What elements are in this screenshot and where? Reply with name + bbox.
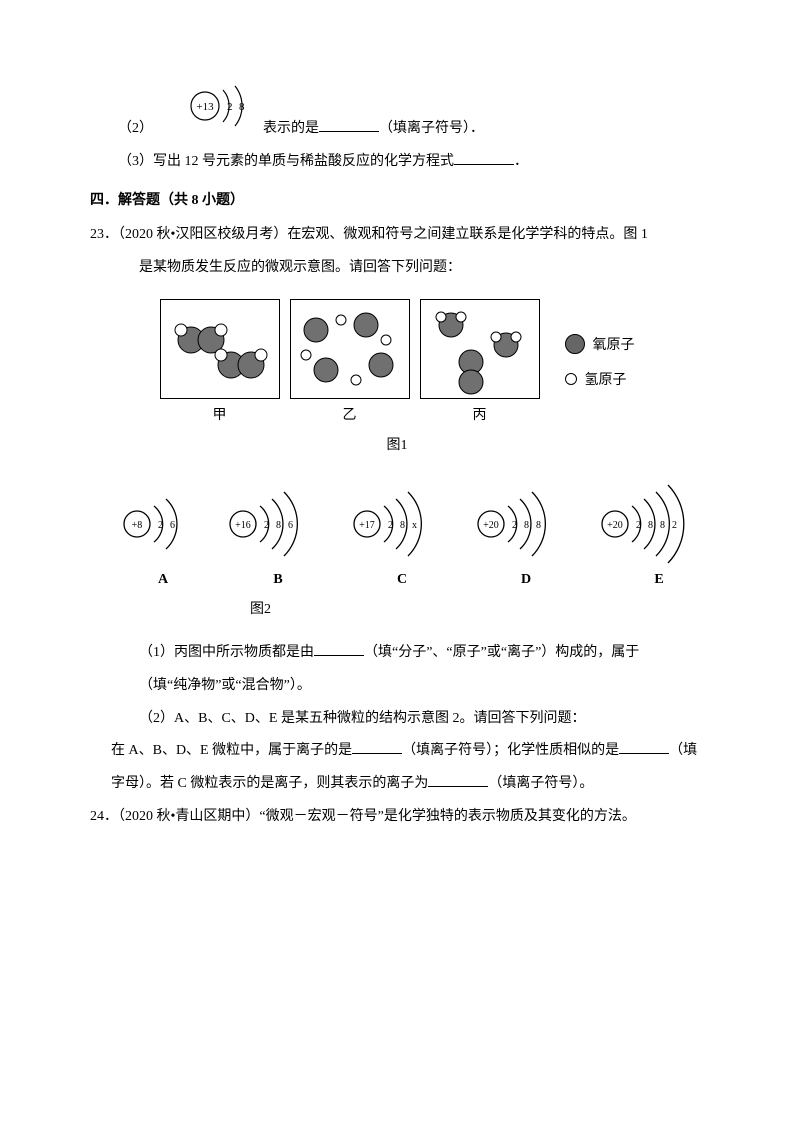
legend-oxygen: 氧原子 [565,334,635,354]
blank-fill [619,740,669,754]
panel-label-jia: 甲 [160,404,280,424]
q2-suffix: （填离子符号）． [379,121,484,136]
figure1-label: 图1 [90,434,704,454]
atom-structure-B: +16286B [226,484,330,588]
svg-text:+20: +20 [607,520,623,531]
svg-text:6: 6 [170,520,175,531]
q2-text: 表示的是 [263,121,319,136]
oxygen-atom-icon [565,334,585,354]
question-3: （3）写出 12 号元素的单质与稀盐酸反应的化学方程式 ． [90,147,704,178]
svg-text:+8: +8 [132,520,143,531]
atom-diagram-plus13: +13 2 8 [157,80,260,145]
svg-text:2: 2 [264,520,269,531]
panel-label-bing: 丙 [420,404,540,424]
figure-1: 甲 乙 [90,299,704,454]
atom-structure-C: +1728xC [350,484,454,588]
blank-fill [319,118,379,132]
panel-label-yi: 乙 [290,404,410,424]
q24: 24．（2020 秋•青山区期中）“微观－宏观－符号”是化学独特的表示物质及其变… [90,802,704,833]
atom-structure-D: +20288D [474,484,578,588]
q2-prefix: （2） [118,121,153,136]
blank-fill [428,773,488,787]
q23-sub2a: （2）A、B、C、D、E 是某五种微粒的结构示意图 2。请回答下列问题： [90,704,704,735]
svg-text:2: 2 [227,101,233,113]
legend-oxygen-label: 氧原子 [593,334,635,354]
blank-fill [454,151,514,165]
svg-text:2: 2 [388,520,393,531]
atom-structure-E: +202882E [598,484,720,588]
section-4-title: 四．解答题（共 8 小题） [90,186,704,217]
q3-suffix: ． [514,154,528,169]
q23-sub2b: 在 A、B、D、E 微粒中，属于离子的是（填离子符号）；化学性质相似的是（填 [90,736,704,767]
panel-yi [290,299,410,399]
svg-text:+16: +16 [235,520,251,531]
svg-text:6: 6 [288,520,293,531]
legend-hydrogen: 氢原子 [565,369,635,389]
nucleus-text: +13 [196,101,214,113]
blank-fill [314,642,364,656]
svg-text:2: 2 [158,520,163,531]
svg-text:8: 8 [536,520,541,531]
q23-sub1: （1）丙图中所示物质都是由（填“分子”、“原子”或“离子”）构成的，属于 [90,638,704,669]
svg-text:8: 8 [239,101,245,113]
atom-structure-A: +826A [120,484,206,588]
svg-text:8: 8 [276,520,281,531]
svg-text:8: 8 [524,520,529,531]
question-2: （2） +13 2 8 表示的是 （填离子符号）． [90,80,704,145]
legend-hydrogen-label: 氢原子 [585,369,627,389]
svg-text:8: 8 [400,520,405,531]
figure2-label: 图2 [90,598,704,618]
legend: 氧原子 氢原子 [565,334,635,389]
svg-text:+20: +20 [483,520,499,531]
svg-text:2: 2 [512,520,517,531]
panel-bing [420,299,540,399]
q23-header: 23．（2020 秋•汉阳区校级月考）在宏观、微观和符号之间建立联系是化学学科的… [90,220,704,251]
figure-2: +826A+16286B+1728xC+20288D+202882E 图2 [90,484,704,618]
svg-text:2: 2 [672,520,677,531]
hydrogen-atom-icon [565,373,577,385]
blank-fill [352,740,402,754]
svg-text:x: x [412,520,417,531]
svg-text:+17: +17 [359,520,375,531]
svg-text:8: 8 [660,520,665,531]
q3-text: （3）写出 12 号元素的单质与稀盐酸反应的化学方程式 [118,154,454,169]
panel-jia [160,299,280,399]
q23-sub2e: 字母）。若 C 微粒表示的是离子，则其表示的离子为（填离子符号）。 [90,769,704,800]
q23-sub1c: （填“纯净物”或“混合物”）。 [90,671,704,702]
svg-text:2: 2 [636,520,641,531]
q23-header2: 是某物质发生反应的微观示意图。请回答下列问题： [90,253,704,284]
svg-text:8: 8 [648,520,653,531]
